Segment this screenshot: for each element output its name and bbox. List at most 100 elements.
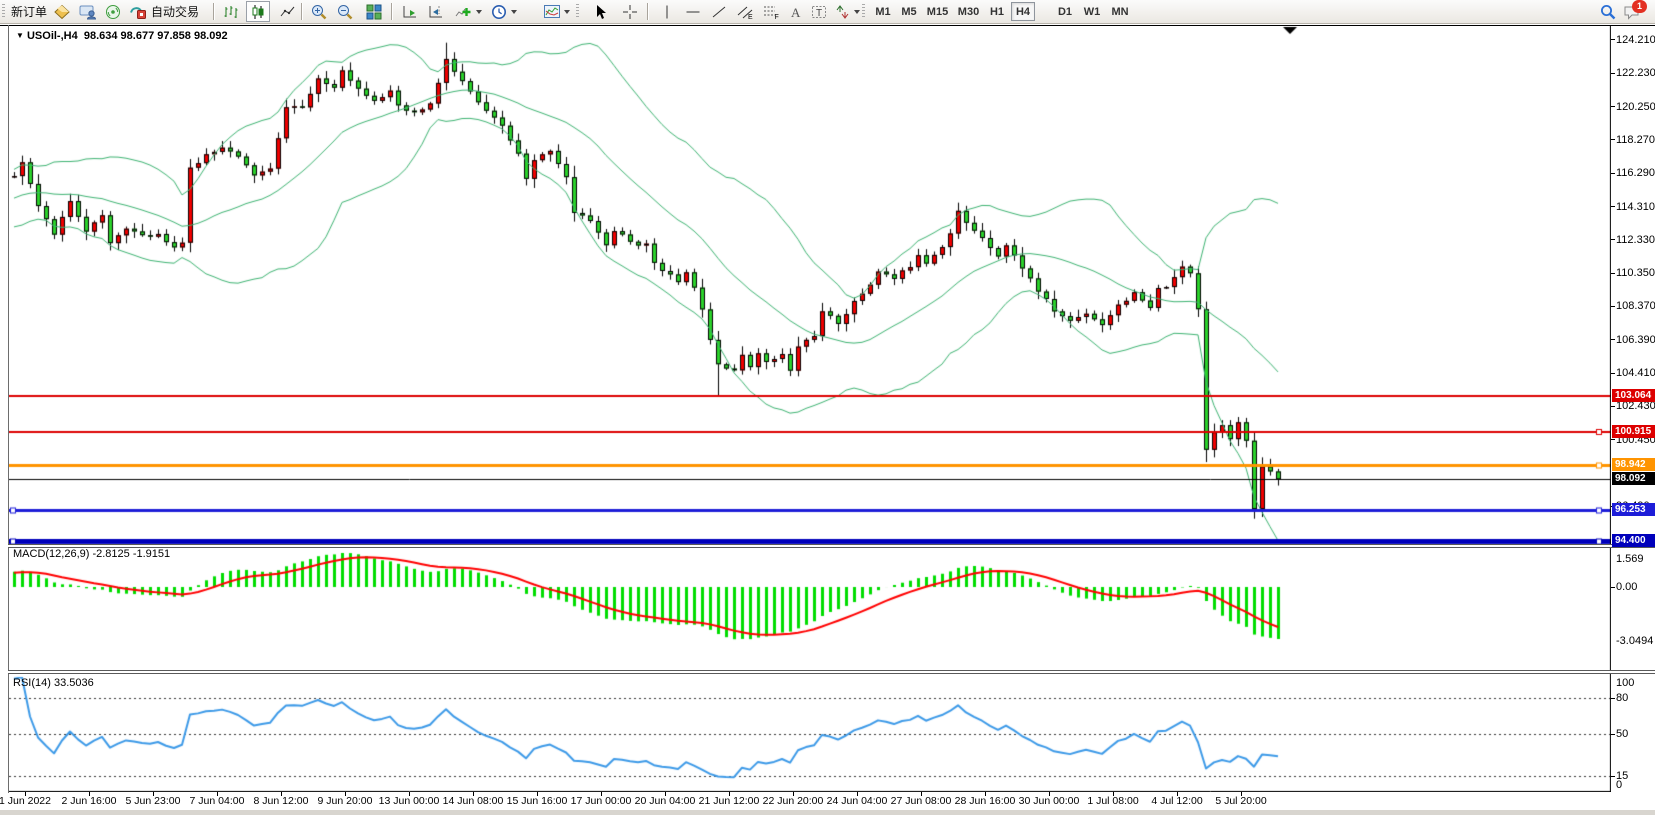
horizontal-line-icon[interactable] — [681, 1, 705, 22]
tile-windows-icon[interactable] — [362, 1, 386, 22]
price-axis-label: 124.210 — [1616, 33, 1655, 46]
panel-separator-rsi[interactable] — [8, 670, 1655, 674]
price-axis-tick — [1611, 239, 1615, 241]
fibonacci-icon[interactable]: F — [759, 1, 783, 22]
market-watch-icon[interactable] — [50, 1, 74, 22]
price-axis-label: 122.230 — [1616, 67, 1655, 80]
chart-canvas[interactable] — [9, 26, 1611, 792]
auto-trading-label: 自动交易 — [151, 5, 200, 19]
price-line-label: 98.942 — [1612, 458, 1655, 471]
toolbar-grip[interactable] — [862, 4, 865, 19]
line-chart-icon[interactable] — [276, 1, 300, 22]
tab-timeframe-h4[interactable]: H4 — [1011, 2, 1035, 21]
text-label-icon[interactable]: T — [807, 1, 831, 22]
toolbar-grip[interactable] — [2, 4, 5, 19]
tab-timeframe-w1[interactable]: W1 — [1080, 2, 1104, 21]
toolbar-grip[interactable] — [576, 4, 579, 19]
tab-timeframe-m30[interactable]: M30 — [955, 2, 982, 21]
price-axis-label: 104.410 — [1616, 367, 1655, 380]
date-axis-tick — [1049, 792, 1050, 796]
date-axis-tick — [1113, 792, 1114, 796]
price-axis-label: 116.290 — [1616, 167, 1655, 180]
date-axis-label: 13 Jun 00:00 — [378, 795, 440, 807]
date-axis-label: 27 Jun 08:00 — [890, 795, 952, 807]
price-axis-label: 114.310 — [1616, 200, 1655, 213]
auto-scroll-icon[interactable] — [398, 1, 422, 22]
panel-separator-macd[interactable] — [8, 544, 1655, 548]
date-axis-label: 7 Jun 04:00 — [189, 795, 245, 807]
date-axis-label: 15 Jun 16:00 — [506, 795, 568, 807]
date-axis-tick — [601, 792, 602, 796]
price-axis-tick — [1611, 106, 1615, 108]
rsi-axis-tick — [1611, 697, 1615, 699]
date-axis-label: 20 Jun 04:00 — [634, 795, 696, 807]
bar-chart-icon[interactable] — [219, 1, 243, 22]
price-axis-tick — [1611, 372, 1615, 374]
macd-label: MACD(12,26,9) -2.8125 -1.9151 — [13, 548, 171, 560]
trendline-icon[interactable] — [707, 1, 731, 22]
toolbar-separator — [647, 3, 649, 20]
notification-badge[interactable]: 1 — [1632, 0, 1647, 13]
search-icon[interactable] — [1596, 1, 1620, 22]
templates-icon[interactable] — [541, 1, 573, 22]
price-axis-tick — [1611, 339, 1615, 341]
price-axis-tick — [1611, 172, 1615, 174]
chevron-down-icon — [511, 9, 517, 14]
chart-shift-icon[interactable] — [424, 1, 448, 22]
chart-title: ▼ USOil-,H4 98.634 98.677 97.858 98.092 — [16, 30, 228, 42]
date-axis-label: 24 Jun 04:00 — [826, 795, 888, 807]
tab-timeframe-m1[interactable]: M1 — [872, 2, 894, 21]
date-axis-label: 1 Jul 08:00 — [1087, 795, 1139, 807]
auto-trading-button[interactable]: 自动交易 — [126, 1, 202, 22]
chevron-down-icon[interactable]: ▼ — [16, 31, 24, 40]
tab-timeframe-h1[interactable]: H1 — [986, 2, 1008, 21]
rsi-axis-label: 100 — [1616, 677, 1635, 689]
cursor-icon[interactable] — [588, 1, 612, 22]
date-axis-tick — [153, 792, 154, 796]
chevron-down-icon — [564, 9, 570, 14]
date-axis-tick — [345, 792, 346, 796]
date-axis-label: 22 Jun 20:00 — [762, 795, 824, 807]
svg-text:E: E — [748, 14, 753, 20]
price-axis-tick — [1611, 405, 1615, 407]
text-icon[interactable]: A — [784, 1, 808, 22]
chart-top-border — [0, 25, 1655, 26]
tab-timeframe-d1[interactable]: D1 — [1054, 2, 1076, 21]
date-axis-tick — [281, 792, 282, 796]
zoom-in-icon[interactable] — [307, 1, 331, 22]
vertical-line-icon[interactable] — [655, 1, 679, 22]
date-axis-tick — [1177, 792, 1178, 796]
tab-timeframe-m15[interactable]: M15 — [924, 2, 951, 21]
date-axis-tick — [729, 792, 730, 796]
indicators-add-icon[interactable] — [452, 1, 485, 22]
macd-axis-tick — [1611, 586, 1615, 588]
zoom-out-icon[interactable] — [333, 1, 357, 22]
price-axis-tick — [1611, 206, 1615, 207]
date-axis-label: 17 Jun 00:00 — [570, 795, 632, 807]
new-order-button[interactable]: 新订单 — [8, 1, 50, 22]
crosshair-icon[interactable] — [618, 1, 642, 22]
community-icon[interactable] — [76, 1, 100, 22]
equidistant-channel-icon[interactable]: E — [733, 1, 757, 22]
date-axis-tick — [537, 792, 538, 796]
auto-trading-icon — [130, 6, 146, 19]
rsi-axis-label: 0 — [1616, 779, 1623, 791]
price-line-label: 96.253 — [1612, 503, 1655, 517]
rsi-axis-tick — [1611, 733, 1615, 735]
tab-timeframe-mn[interactable]: MN — [1107, 2, 1133, 21]
signals-icon[interactable] — [101, 1, 125, 22]
svg-text:A: A — [791, 5, 801, 20]
arrows-icon[interactable] — [831, 1, 863, 22]
date-axis-label: 21 Jun 12:00 — [698, 795, 760, 807]
price-axis-tick — [1611, 272, 1615, 274]
chevron-down-icon — [854, 9, 860, 14]
price-axis-label: 120.250 — [1616, 100, 1655, 113]
gold-diamond-icon — [53, 4, 70, 19]
date-axis-label: 4 Jul 12:00 — [1151, 795, 1203, 807]
price-line-label: 94.400 — [1612, 534, 1655, 548]
price-axis-label: 110.350 — [1616, 267, 1655, 280]
candlestick-chart-icon[interactable] — [246, 1, 270, 22]
periods-clock-icon[interactable] — [488, 1, 520, 22]
tab-timeframe-m5[interactable]: M5 — [898, 2, 920, 21]
